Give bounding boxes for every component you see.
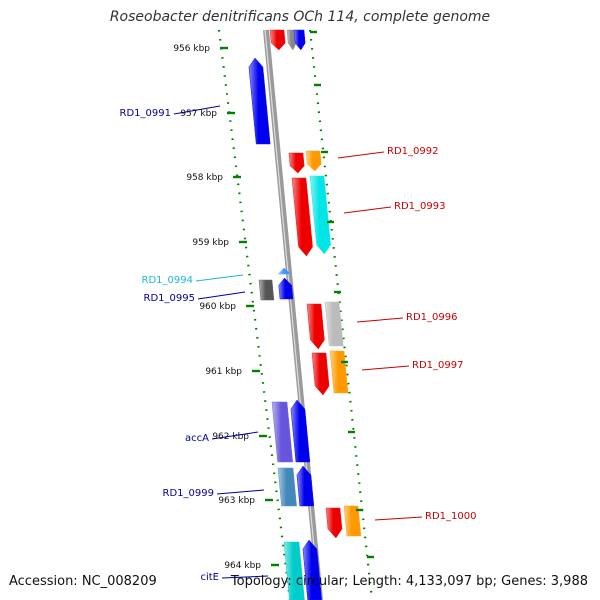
gene-label-rd1-0992[interactable]: RD1_0992: [387, 146, 438, 157]
label-leader-line: [197, 291, 246, 300]
gene-arrow-top-blue[interactable]: [293, 29, 306, 51]
gene-label-rd1-1000[interactable]: RD1_1000: [425, 511, 476, 522]
gene-arrow-rd1-0999-b[interactable]: [296, 465, 315, 507]
ruler-tick-label: 959 kbp: [192, 238, 229, 248]
label-leader-line: [195, 274, 244, 282]
label-leader-line: [343, 206, 392, 214]
label-leader-line: [356, 317, 404, 323]
gene-label-rd1-0997[interactable]: RD1_0997: [412, 360, 463, 371]
gene-label-rd1-0995[interactable]: RD1_0995: [144, 293, 195, 304]
gene-label-rd1-0991[interactable]: RD1_0991: [120, 108, 171, 119]
gene-arrow-rd1-0995[interactable]: [278, 277, 294, 300]
label-leader-line: [221, 575, 269, 579]
gene-arrow-rd1-0997-a[interactable]: [311, 352, 330, 396]
gene-label-rd1-0993[interactable]: RD1_0993: [394, 201, 445, 212]
label-leader-line: [361, 365, 410, 371]
gene-arrow-rd1-0999-a[interactable]: [277, 467, 297, 507]
label-leader-line: [374, 516, 423, 521]
ruler-tick-label: 964 kbp: [224, 561, 261, 571]
label-leader-line: [216, 489, 265, 495]
gene-arrow-rd1-0992-b[interactable]: [305, 150, 322, 172]
gene-arrow-rd1-1000-b[interactable]: [343, 505, 362, 537]
gene-arrow-acca-a[interactable]: [271, 401, 293, 463]
label-leader-line: [211, 431, 259, 440]
gene-arrow-rd1-0994-dark[interactable]: [258, 279, 275, 301]
gene-arrow-cite-b[interactable]: [302, 539, 322, 600]
gene-arrow-rd1-0996-a[interactable]: [306, 303, 325, 350]
gene-arrow-top-red[interactable]: [269, 29, 286, 51]
label-leader-line: [337, 151, 385, 159]
gene-arrow-rd1-0996-b[interactable]: [324, 301, 344, 347]
accession-text: Accession: NC_008209: [9, 574, 157, 589]
genome-title: Roseobacter denitrificans OCh 114, compl…: [109, 9, 491, 25]
gene-arrow-top-gray[interactable]: [286, 29, 297, 51]
label-leader-line: [173, 105, 221, 115]
gene-arrow-cite-a[interactable]: [283, 541, 305, 600]
ruler-tick-label: 961 kbp: [205, 367, 242, 377]
gene-label-rd1-0996[interactable]: RD1_0996: [406, 312, 457, 323]
gene-label-cite[interactable]: citE: [200, 572, 219, 583]
ruler-tick-label: 957 kbp: [180, 109, 217, 119]
gene-arrow-rd1-0991[interactable]: [248, 57, 271, 145]
ruler-tick-label: 956 kbp: [173, 44, 210, 54]
gene-arrow-rd1-0992-a[interactable]: [288, 152, 305, 174]
gene-arrow-rd1-0993-a[interactable]: [291, 177, 313, 257]
ruler-tick-label: 963 kbp: [218, 496, 255, 506]
gene-arrow-acca-b[interactable]: [290, 399, 311, 463]
gene-label-rd1-0999[interactable]: RD1_0999: [163, 488, 214, 499]
gene-label-acca[interactable]: accA: [185, 433, 209, 444]
ruler-tick-label: 958 kbp: [186, 173, 223, 183]
gene-arrow-rd1-0994-small[interactable]: [278, 267, 292, 275]
ruler-tick-label: 960 kbp: [199, 302, 236, 312]
gene-arrow-rd1-1000-a[interactable]: [325, 507, 343, 539]
topology-text: Topology: circular; Length: 4,133,097 bp…: [230, 574, 588, 589]
ruler-tick-label: 962 kbp: [212, 432, 249, 442]
gene-label-rd1-0994[interactable]: RD1_0994: [142, 275, 193, 286]
gene-arrow-rd1-0993-b[interactable]: [309, 175, 331, 255]
